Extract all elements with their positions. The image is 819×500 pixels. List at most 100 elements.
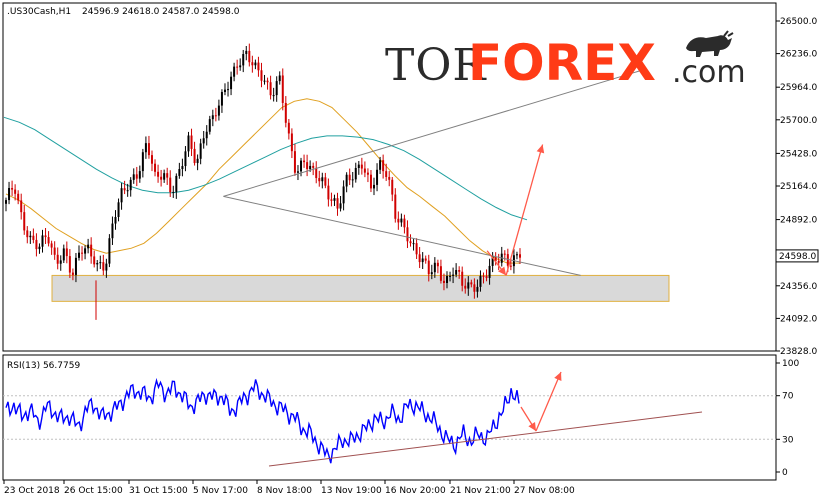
candle-body [290,133,293,152]
candle-body [497,261,500,263]
trendline-lower [223,195,581,276]
candle-body [491,256,494,266]
candle-body [102,262,105,271]
candle-body [436,262,439,267]
candle-body [284,102,287,123]
forecast-arrow-down-head [498,266,507,276]
candle-body [129,179,132,191]
candle-body [47,237,50,244]
moving-averages [3,98,528,264]
rsi-tick-label: 30 [782,435,794,445]
candle-body [418,254,421,263]
candle-body [20,200,23,213]
rsi-tick-label: 0 [782,468,788,478]
candle-body [150,155,153,164]
candle-body [99,262,102,264]
candle-body [318,178,321,182]
candle-body [217,105,220,116]
candle-body [278,75,281,82]
candle-body [382,160,385,172]
forecast-arrow-up-head [536,144,545,154]
candle-body [245,50,248,55]
candle-body [366,172,369,175]
candle-body [239,65,242,68]
trendlines [223,69,642,276]
candle-body [138,171,141,179]
candle-body [421,258,424,263]
candle-body [385,171,388,177]
candle-body [236,66,239,68]
candle-body [193,148,196,164]
candle-body [394,194,397,219]
candle-body [260,70,263,81]
candle-body [503,253,506,255]
x-tick-label: 16 Nov 20:00 [385,486,446,496]
candle-body [214,115,217,117]
y-tick-label: 24892.0 [780,216,817,226]
candle-body [233,66,236,77]
candle-body [269,82,272,96]
candle-body [202,138,205,144]
candle-body [169,177,172,193]
candle-body [351,179,354,181]
candle-body [263,80,266,82]
candle-body [93,256,96,265]
candle-body [147,143,150,156]
candle-body [296,171,299,173]
candle-body [205,131,208,139]
y-tick-label: 26500.0 [780,17,817,27]
candle-body [415,243,418,255]
y-tick-label: 25428.0 [780,149,817,159]
candle-body [400,218,403,223]
candle-body [485,276,488,278]
y-tick-label: 25164.0 [780,182,817,192]
candle-body [476,286,479,292]
candle-body [114,217,117,224]
candle-body [306,162,309,170]
candle-body [327,185,330,200]
candle-body [293,151,296,173]
candle-body [44,235,47,238]
candle-body [111,223,114,239]
candle-body [470,282,473,285]
y-tick-label: 25700.0 [780,116,817,126]
candle-body [412,243,415,245]
candle-body [135,174,138,179]
candle-body [433,262,436,273]
candle-body [336,198,339,209]
candle-body [65,248,68,257]
rsi-arrow-up-head [554,372,562,381]
candle-body [449,275,452,277]
current-price-box [775,249,819,263]
candle-body [287,122,290,134]
rsi-arrow-down-head [528,422,536,431]
ma-slow-line [3,116,528,221]
candle-body [196,158,199,164]
candle-body [473,284,476,292]
candle-body [126,190,129,192]
candle-body [430,272,433,275]
support-zone-rect [51,274,670,302]
candle-body [324,177,327,186]
candle-body [509,265,512,267]
candle-body [208,119,211,132]
candle-body [190,135,193,149]
trendline-upper [223,69,642,197]
x-tick-label: 26 Oct 15:00 [64,486,123,496]
candle-body [363,168,366,173]
forecast-arrow-up [505,144,544,276]
candle-body [272,95,275,97]
logo-text-com: .com [672,55,746,90]
candle-body [312,165,315,168]
candle-body [74,257,77,275]
candle-body [379,160,382,170]
candle-body [467,282,470,289]
candle-body [339,203,342,209]
candle-body [8,188,11,201]
candle-body [59,260,62,264]
candle-body [71,272,74,275]
candle-body [53,247,56,255]
candle-body [84,248,87,254]
candle-body [157,171,160,177]
candle-body [406,227,409,242]
